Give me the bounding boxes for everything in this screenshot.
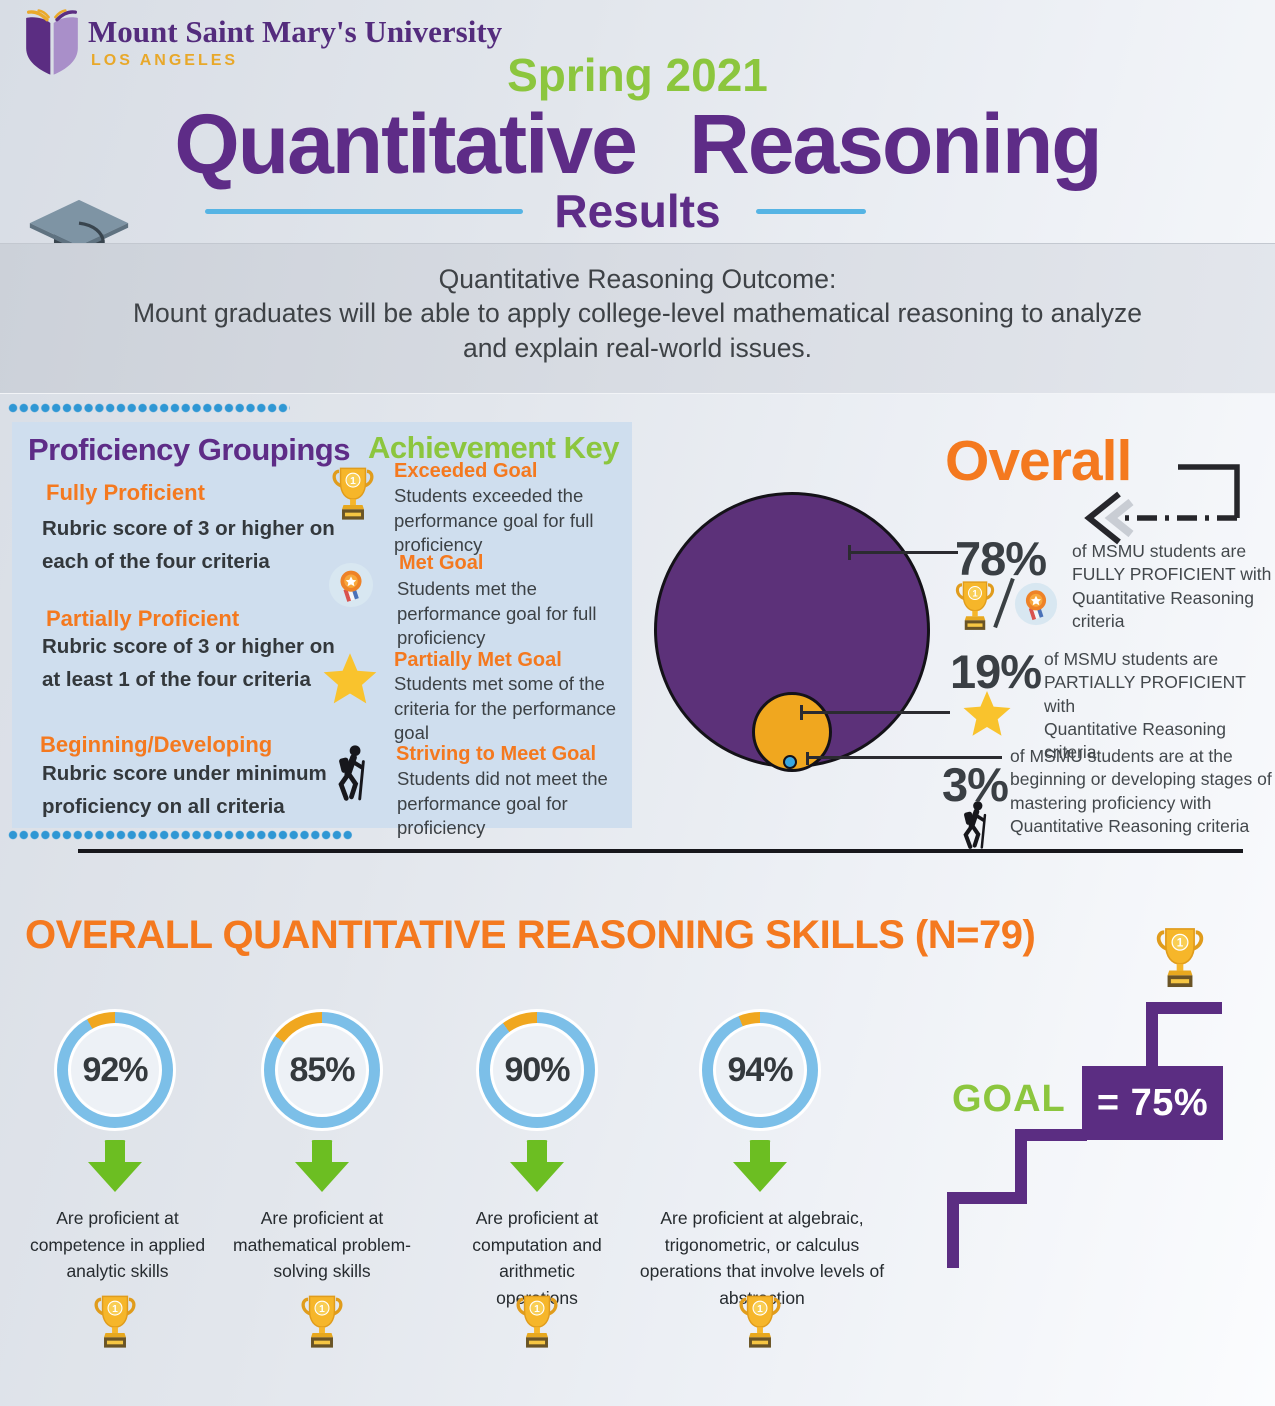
skills-section-title: OVERALL QUANTITATIVE REASONING SKILLS (N… (25, 913, 1036, 957)
dotted-border-bottom (8, 830, 354, 840)
outcome-text: Quantitative Reasoning Outcome: Mount gr… (132, 264, 1143, 363)
section-divider (78, 849, 1243, 853)
donut-chart-computation: 90% (476, 1009, 598, 1131)
donut-pct-label: 85% (289, 1050, 355, 1089)
goal-label: GOAL (952, 1078, 1066, 1120)
trophy-icon (737, 1292, 783, 1352)
stat-19-desc: of MSMU students are PARTIALLY PROFICIEN… (1044, 649, 1246, 763)
page-title: Quantitative Reasoning (174, 97, 1102, 191)
key-exceeded-goal-label: Exceeded Goal (394, 460, 538, 482)
donut-hole: 85% (275, 1023, 369, 1117)
university-name: Mount Saint Mary's University (88, 14, 503, 49)
donut-pct-label: 92% (82, 1050, 148, 1089)
medal-icon (328, 562, 374, 608)
down-arrow-icon (732, 1140, 788, 1192)
callout-tick-78 (848, 545, 851, 560)
proficiency-panel (12, 422, 632, 828)
star-icon (322, 652, 378, 706)
proficiency-groupings-title: Proficiency Groupings (28, 432, 350, 467)
page-subtitle: Results (554, 185, 721, 237)
down-arrow-icon (294, 1140, 350, 1192)
stat-78-pct: 78% (955, 532, 1047, 585)
key-exceeded-goal-desc: Students exceeded the performance goal f… (394, 485, 594, 556)
callout-line-3 (806, 756, 1002, 759)
season-title: Spring 2021 (507, 49, 768, 101)
stat-78-desc: of MSMU students are FULLY PROFICIENT wi… (1072, 541, 1272, 631)
down-arrow-icon (87, 1140, 143, 1192)
stat-3-desc: of MSMU students are at the beginning or… (1010, 746, 1272, 836)
results-underline-right (756, 209, 866, 214)
grouping-beginning-developing-label: Beginning/Developing (40, 732, 273, 757)
key-partially-met-goal-desc: Students met some of the criteria for th… (394, 673, 617, 744)
goal-staircase (947, 927, 1222, 1268)
stat-19-pct: 19% (950, 645, 1042, 698)
grouping-fully-proficient-label: Fully Proficient (46, 480, 205, 505)
goal-value: = 75% (1096, 1081, 1209, 1124)
overall-title: Overall (945, 429, 1132, 493)
donut-chart-abstraction: 94% (699, 1009, 821, 1131)
key-partially-met-goal-label: Partially Met Goal (394, 649, 562, 671)
trophy-icon (330, 464, 376, 524)
donut-chart-analytic: 92% (54, 1009, 176, 1131)
trophy-icon (299, 1292, 345, 1352)
goal-value-box: = 75% (1082, 1066, 1223, 1140)
down-arrow-icon (509, 1140, 565, 1192)
donut-pct-label: 94% (727, 1050, 793, 1089)
key-striving-label: Striving to Meet Goal (396, 743, 597, 765)
skill-caption-problem-solving: Are proficient at mathematical problem- … (233, 1208, 411, 1282)
key-met-goal-desc: Students met the performance goal for fu… (397, 578, 597, 649)
grouping-beginning-developing-desc: Rubric score under minimum proficiency o… (42, 762, 327, 818)
callout-line-19 (800, 711, 950, 714)
key-striving-desc: Students did not meet the performance go… (397, 768, 608, 839)
hiker-icon (332, 744, 374, 802)
grouping-partially-proficient-desc: Rubric score of 3 or higher on at least … (42, 635, 335, 691)
donut-pct-label: 90% (504, 1050, 570, 1089)
overall-pointer-arrow-icon (1084, 464, 1240, 545)
callout-tick-3 (806, 752, 809, 765)
dotted-border-top (8, 403, 290, 413)
campus-label: LOS ANGELES (91, 52, 239, 69)
callout-line-78 (848, 551, 958, 554)
outcome-band (0, 243, 1275, 394)
donut-chart-problem-solving: 85% (261, 1009, 383, 1131)
achievement-key-title: Achievement Key (368, 430, 619, 465)
star-icon (962, 690, 1012, 738)
trophy-icon (514, 1292, 560, 1352)
donut-hole: 90% (490, 1023, 584, 1117)
results-underline-left (205, 209, 523, 214)
grouping-partially-proficient-label: Partially Proficient (46, 606, 240, 631)
medal-icon (1014, 582, 1058, 626)
donut-hole: 92% (68, 1023, 162, 1117)
callout-tick-19 (800, 705, 803, 720)
donut-hole: 94% (713, 1023, 807, 1117)
skill-caption-computation: Are proficient at computation and arithm… (472, 1208, 602, 1308)
trophy-icon (953, 578, 997, 634)
trophy-icon (92, 1292, 138, 1352)
hiker-icon (958, 800, 994, 850)
grouping-fully-proficient-desc: Rubric score of 3 or higher on each of t… (42, 517, 335, 573)
skill-caption-analytic: Are proficient at competence in applied … (29, 1208, 206, 1282)
key-met-goal-label: Met Goal (399, 552, 484, 574)
pie-beginning-developing-dot (783, 755, 797, 769)
trophy-icon (1156, 927, 1204, 989)
